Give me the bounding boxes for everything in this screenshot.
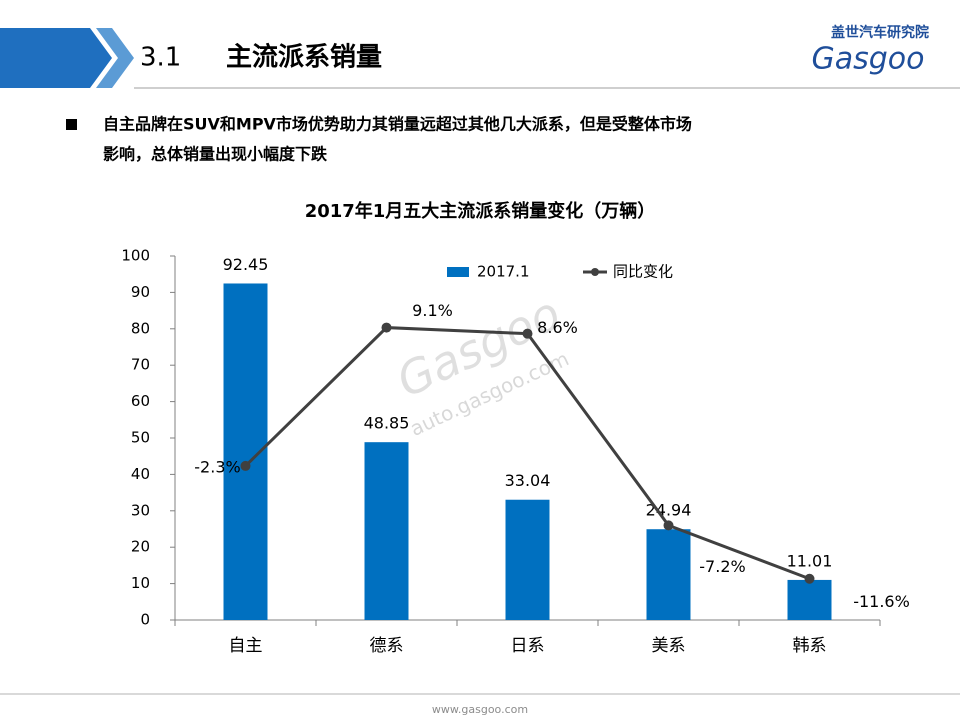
legend-label: 同比变化 (613, 263, 673, 281)
logo-en: Gasgoo (811, 42, 924, 77)
legend-label: 2017.1 (477, 263, 530, 281)
footer-url: www.gasgoo.com (432, 703, 528, 716)
line-point (804, 573, 815, 584)
y-tick-label: 60 (131, 392, 150, 410)
x-tick-label: 韩系 (793, 636, 827, 656)
bar-value-label: 11.01 (787, 551, 833, 570)
x-tick-label: 德系 (370, 636, 404, 656)
line-point (240, 460, 251, 471)
y-tick-label: 10 (131, 574, 150, 592)
line-point (381, 322, 392, 333)
x-tick-label: 日系 (511, 636, 545, 656)
bar (505, 499, 550, 620)
legend-swatch-dot (591, 268, 599, 276)
x-tick-label: 自主 (229, 636, 263, 656)
x-tick-label: 美系 (652, 636, 686, 656)
line-value-label: -7.2% (699, 557, 745, 576)
y-tick-label: 20 (131, 538, 150, 556)
legend-swatch (447, 267, 469, 277)
logo-cn: 盖世汽车研究院 (831, 24, 929, 41)
y-tick-label: 40 (131, 465, 150, 483)
y-tick-label: 70 (131, 356, 150, 374)
bar (364, 442, 409, 620)
bullet-marker (66, 119, 77, 130)
header-band (0, 28, 112, 88)
y-tick-label: 50 (131, 429, 150, 447)
line-value-label: -11.6% (853, 592, 910, 611)
line-value-label: 8.6% (537, 318, 578, 337)
y-tick-label: 0 (140, 611, 150, 629)
bar-value-label: 48.85 (364, 414, 410, 433)
line-point (522, 328, 533, 339)
bar (787, 579, 832, 620)
section-number: 3.1 (140, 43, 181, 73)
chart-title: 2017年1月五大主流派系销量变化（万辆） (305, 200, 656, 222)
bullet-line: 影响，总体销量出现小幅度下跌 (103, 145, 328, 164)
header-chevron (96, 28, 134, 88)
bar (646, 529, 691, 620)
bar-value-label: 24.94 (646, 501, 692, 520)
y-tick-label: 80 (131, 319, 150, 337)
y-tick-label: 100 (121, 247, 150, 265)
bullet-line: 自主品牌在SUV和MPV市场优势助力其销量远超过其他几大派系，但是受整体市场 (103, 115, 692, 134)
section-title: 主流派系销量 (226, 43, 382, 73)
line-point (663, 520, 674, 531)
line-value-label: -2.3% (194, 457, 240, 476)
bar-value-label: 92.45 (223, 255, 269, 274)
y-tick-label: 90 (131, 283, 150, 301)
bar-value-label: 33.04 (505, 471, 551, 490)
y-tick-label: 30 (131, 501, 150, 519)
line-value-label: 9.1% (412, 301, 453, 320)
